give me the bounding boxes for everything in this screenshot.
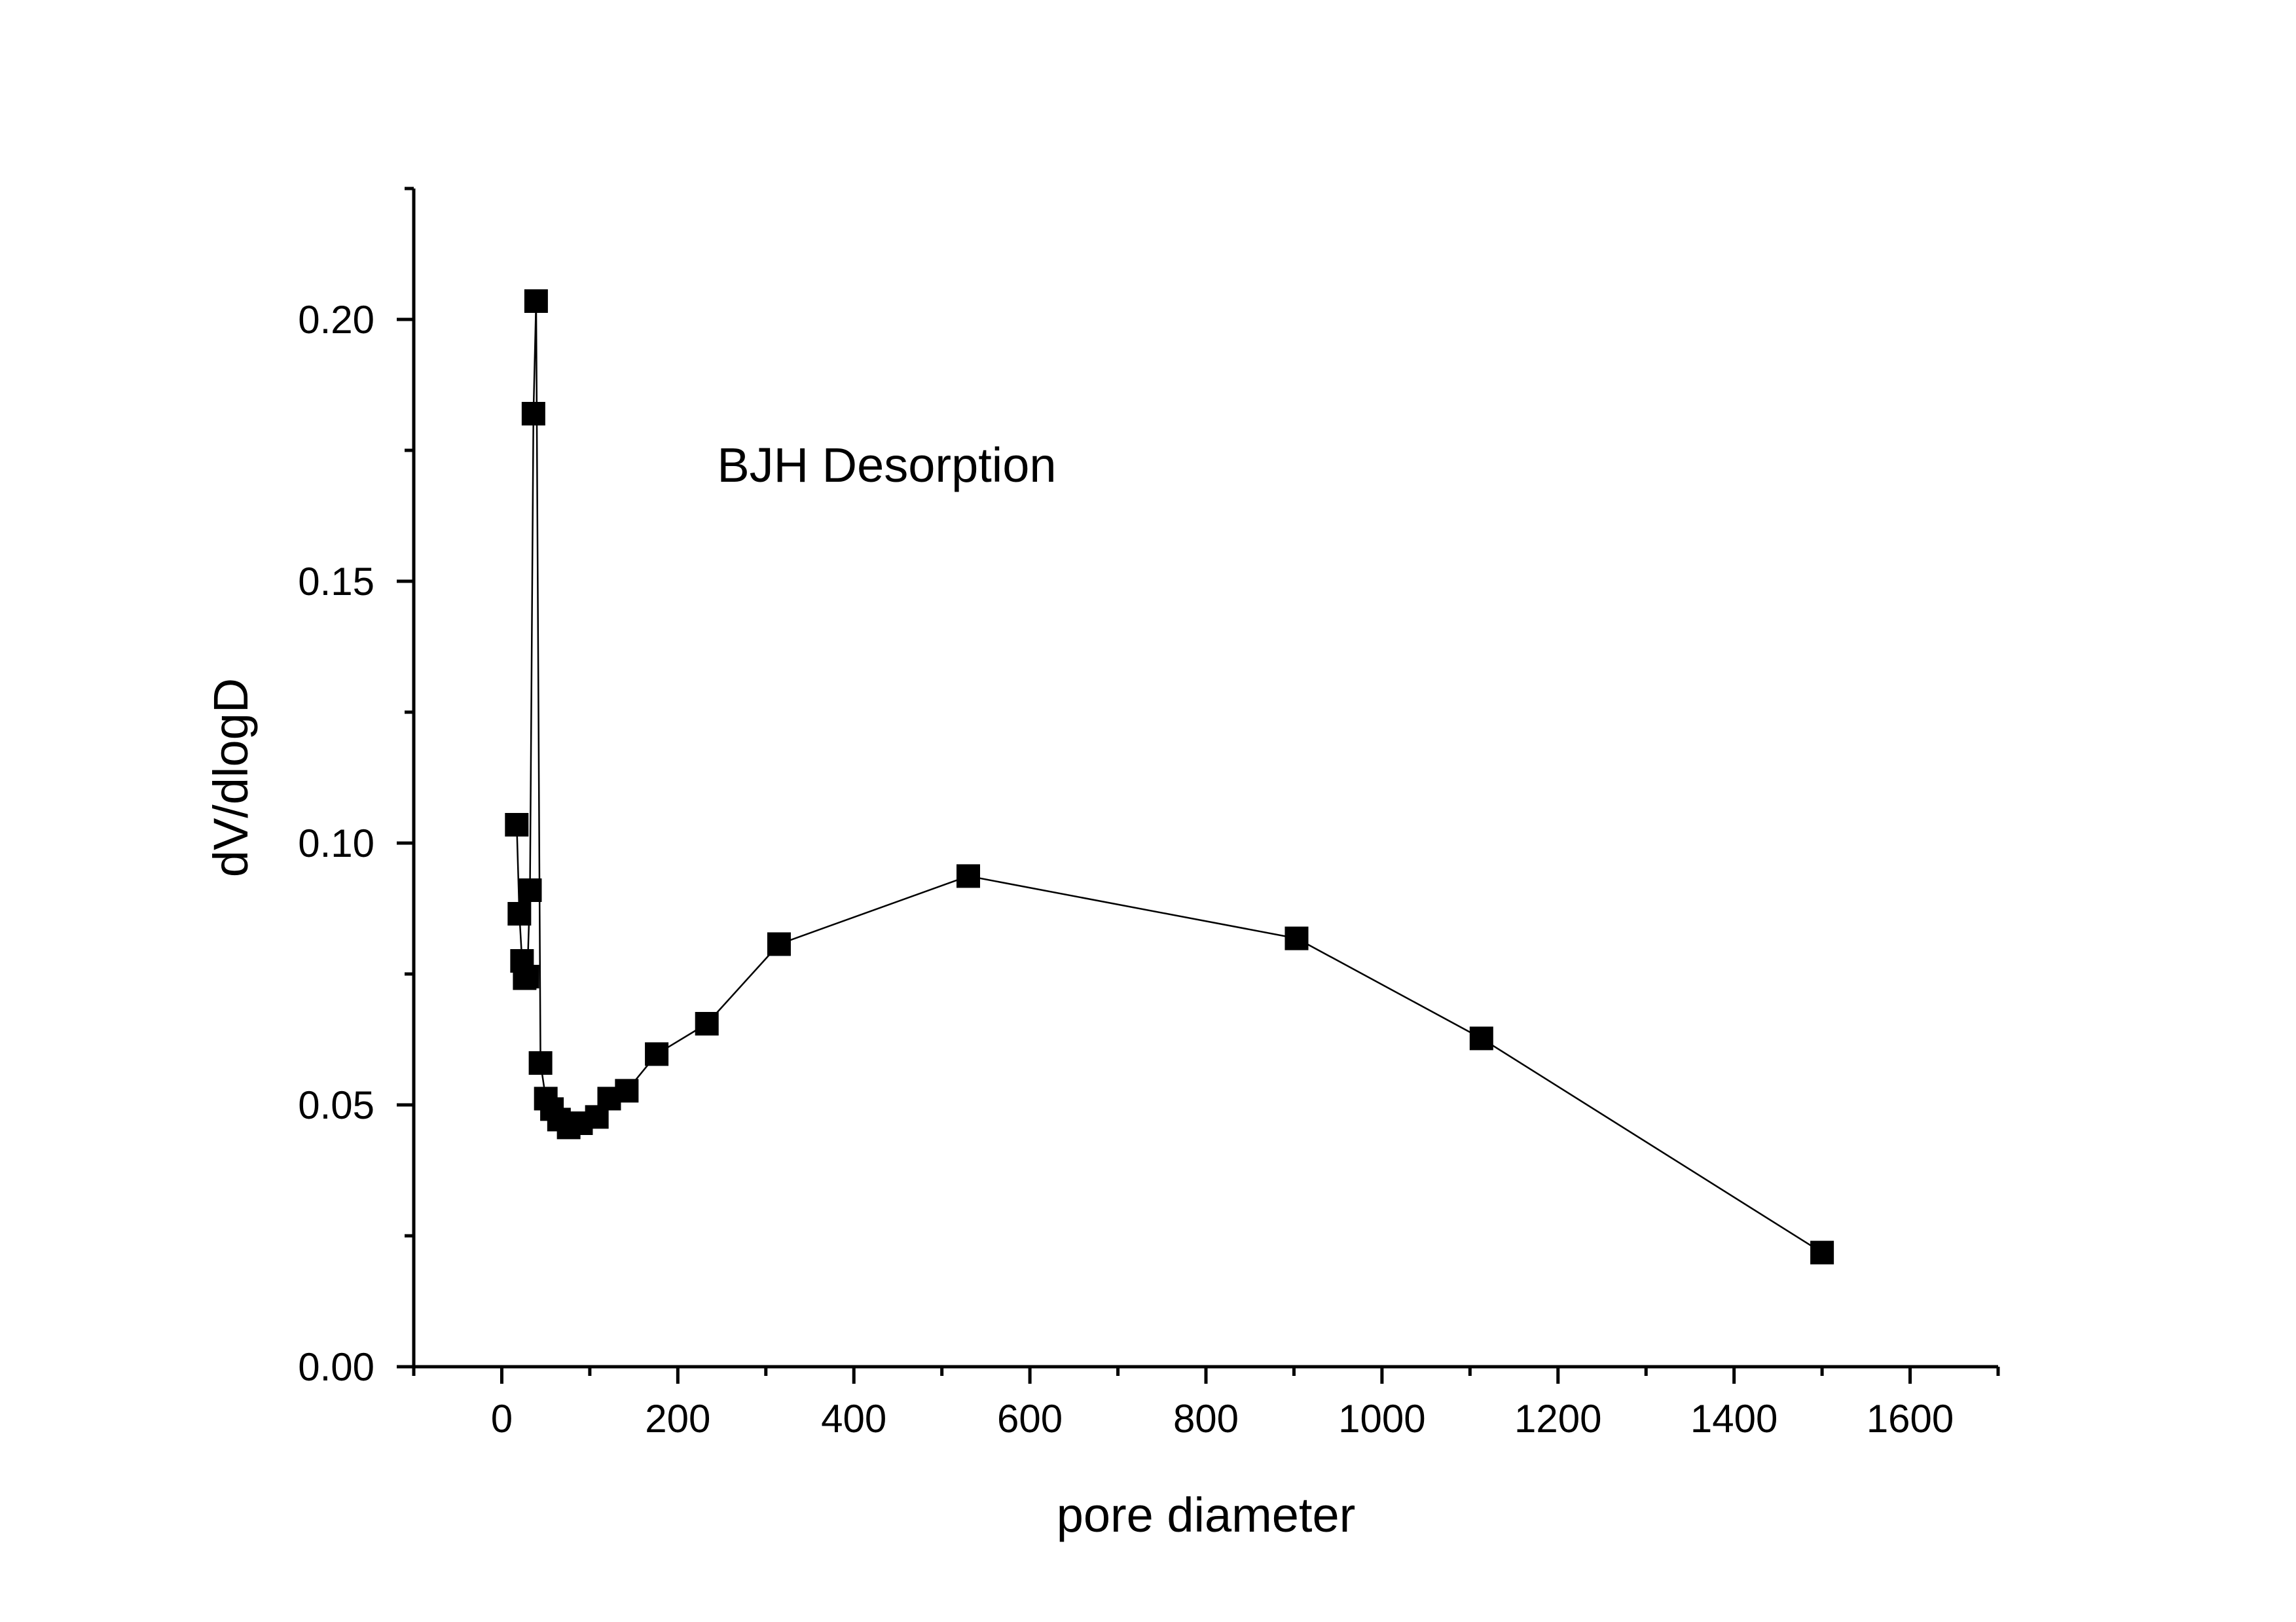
data-point-marker xyxy=(695,1012,719,1036)
data-point-marker xyxy=(1469,1026,1493,1051)
series-layer xyxy=(516,300,1823,1253)
x-tick-label: 400 xyxy=(821,1397,886,1441)
axes xyxy=(412,189,1998,1369)
x-tick-label: 1600 xyxy=(1867,1397,1954,1441)
data-point-marker xyxy=(1285,926,1309,950)
y-tick-label: 0.20 xyxy=(298,298,374,342)
data-point-marker xyxy=(515,965,539,988)
x-tick-label: 1400 xyxy=(1690,1397,1777,1441)
y-tick-label: 0.05 xyxy=(298,1083,374,1127)
y-tick-label: 0.00 xyxy=(298,1345,374,1389)
annotation-bjh-desorption: BJH Desorption xyxy=(717,438,1056,492)
x-tick-label: 800 xyxy=(1173,1397,1239,1441)
tick-labels: 0 200 400 600 800 1000 1200 1400 1600 0.00 0.05 0.1… xyxy=(298,298,1954,1441)
data-point-marker xyxy=(505,813,529,837)
x-tick-label: 1200 xyxy=(1514,1397,1601,1441)
data-point-marker xyxy=(645,1042,669,1066)
x-tick-label: 1000 xyxy=(1338,1397,1425,1441)
data-point-marker xyxy=(528,1051,553,1075)
y-tick-label: 0.15 xyxy=(298,560,374,604)
y-tick-label: 0.10 xyxy=(298,821,374,865)
data-point-marker xyxy=(521,402,545,425)
x-tick-label: 200 xyxy=(645,1397,710,1441)
data-point-marker xyxy=(524,289,548,313)
data-point-marker xyxy=(957,864,980,888)
data-point-marker xyxy=(767,932,791,956)
series-line xyxy=(516,300,1823,1253)
data-point-marker xyxy=(615,1079,639,1103)
marker-layer xyxy=(505,289,1834,1265)
ticks xyxy=(397,187,2000,1384)
x-tick-label: 0 xyxy=(491,1397,513,1441)
y-axis-title: dV/dlogD xyxy=(204,678,258,877)
data-point-marker xyxy=(507,902,532,926)
x-tick-label: 600 xyxy=(997,1397,1063,1441)
x-axis-title: pore diameter xyxy=(1057,1488,1356,1542)
data-point-marker xyxy=(1810,1240,1834,1265)
data-point-marker xyxy=(518,878,542,902)
